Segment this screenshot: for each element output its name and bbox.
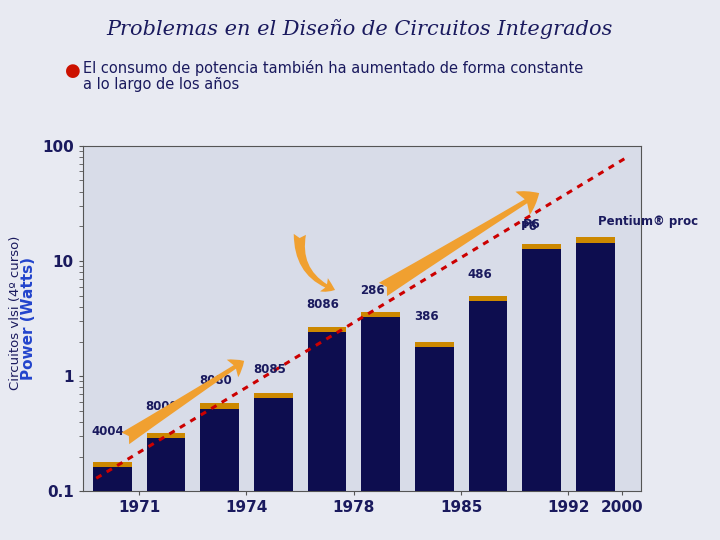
Bar [361,312,400,318]
Text: Circuitos vlsi (4º curso): Circuitos vlsi (4º curso) [9,236,22,390]
Text: Pentium® proc: Pentium® proc [598,215,698,228]
Text: 386: 386 [414,310,438,323]
Bar [576,238,614,243]
Bar [200,403,239,540]
Y-axis label: Power (Watts): Power (Watts) [22,257,37,380]
Text: Problemas en el Diseño de Circuitos Integrados: Problemas en el Diseño de Circuitos Inte… [107,19,613,39]
Bar [147,433,185,438]
Text: 8008: 8008 [145,400,179,413]
Bar [200,403,239,409]
Bar [415,341,454,540]
Bar [307,327,346,540]
Text: 286: 286 [360,284,384,297]
Bar [254,393,292,398]
Bar [576,238,614,540]
Text: 8080: 8080 [199,374,232,387]
Bar [415,341,454,347]
Text: 8085: 8085 [253,363,286,376]
Bar [469,296,507,301]
Text: 4004: 4004 [92,426,125,438]
Bar [522,244,561,540]
Bar [93,462,132,540]
Bar [147,433,185,540]
Text: P6: P6 [523,218,541,231]
Bar [361,312,400,540]
Bar [93,462,132,467]
Text: a lo largo de los años: a lo largo de los años [83,77,239,92]
Bar [307,327,346,332]
Bar [254,393,292,540]
Text: El consumo de potencia también ha aumentado de forma constante: El consumo de potencia también ha aument… [83,60,583,77]
Text: 8086: 8086 [307,299,339,312]
Bar [522,244,561,249]
Text: 486: 486 [467,268,492,281]
Text: ●: ● [65,62,81,80]
Text: P6: P6 [521,220,538,233]
Bar [469,296,507,540]
